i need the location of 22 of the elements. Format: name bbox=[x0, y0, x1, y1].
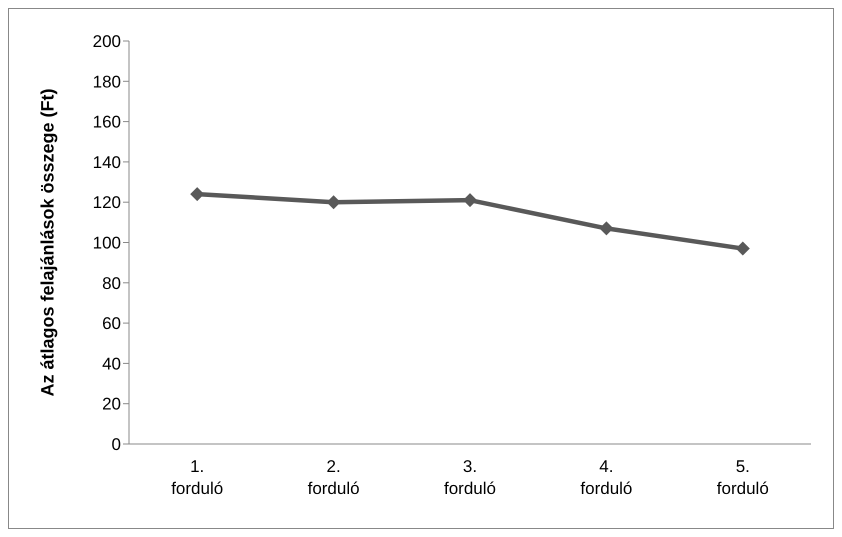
y-tick-label: 40 bbox=[102, 354, 121, 374]
x-tick-label: 2. forduló bbox=[308, 457, 360, 498]
x-tick-label: 5. forduló bbox=[716, 457, 769, 498]
y-tick-label: 100 bbox=[92, 234, 121, 253]
y-tick-label: 180 bbox=[92, 72, 121, 92]
y-tick-label: 60 bbox=[102, 314, 121, 334]
y-axis-title: Az átlagos felajánlások összege (Ft) bbox=[37, 88, 58, 397]
y-tick-label: 200 bbox=[92, 32, 121, 52]
point bbox=[736, 242, 750, 256]
x-tick-label: 4. forduló bbox=[580, 457, 632, 498]
y-tick-label: 20 bbox=[102, 394, 121, 414]
y-tick-label: 160 bbox=[92, 112, 121, 132]
y-tick-label: 80 bbox=[102, 274, 121, 293]
point bbox=[326, 195, 341, 210]
x-tick-label: 3. forduló bbox=[444, 457, 496, 498]
point bbox=[599, 221, 614, 236]
point bbox=[463, 193, 477, 208]
y-tick-label: 140 bbox=[92, 152, 121, 172]
point bbox=[190, 187, 204, 202]
y-tick-label: 0 bbox=[112, 435, 121, 454]
x-tick-label: 1. forduló bbox=[171, 457, 224, 498]
y-tick-label: 120 bbox=[92, 193, 121, 212]
